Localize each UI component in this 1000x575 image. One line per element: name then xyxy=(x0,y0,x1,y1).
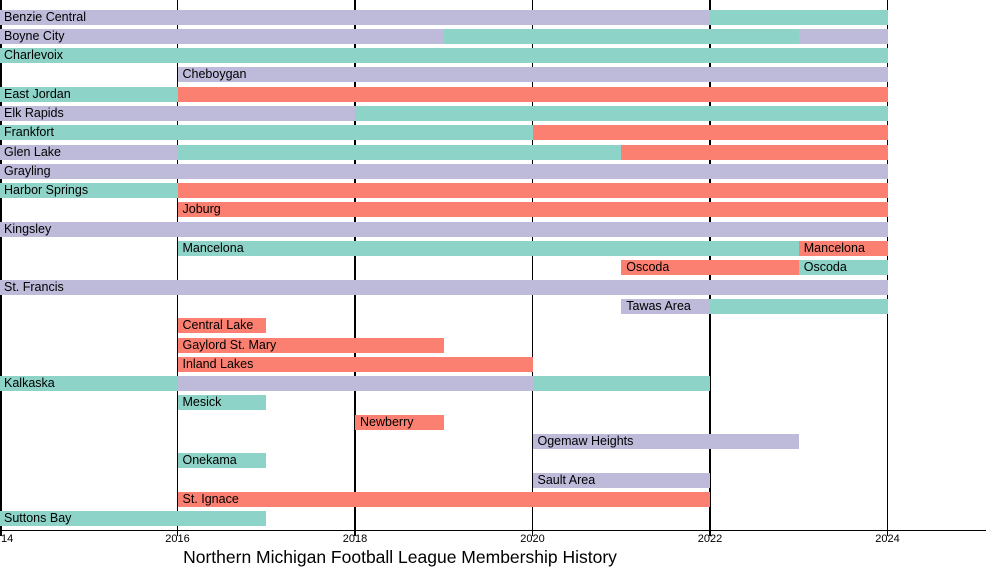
bar-segment-east-jordan: East Jordan xyxy=(0,86,178,102)
bar-segment-oscoda: Oscoda xyxy=(798,260,888,276)
bar-segment-central-lake: Central Lake xyxy=(177,318,267,334)
bar-segment-onekama: Onekama xyxy=(177,453,267,469)
bar-segment-cheboygan: Cheboygan xyxy=(177,67,888,83)
bar-segment-joburg: Joburg xyxy=(177,202,888,218)
bar-label: Inland Lakes xyxy=(182,356,254,371)
bar-label: Newberry xyxy=(360,414,414,429)
bar-label: Mancelona xyxy=(182,241,244,256)
bar-segment-tawas-area: Tawas Area xyxy=(621,298,710,314)
bar-label: Benzie Central xyxy=(4,9,86,24)
bar-label: Joburg xyxy=(182,202,221,217)
bar-segment-kalkaska xyxy=(177,376,533,392)
bar-label: Ogemaw Heights xyxy=(537,433,634,448)
bar-segment-gaylord-st-mary: Gaylord St. Mary xyxy=(177,337,444,353)
gridline-2024 xyxy=(886,0,889,536)
bar-segment-glen-lake xyxy=(177,144,622,160)
bar-segment-harbor-springs: Harbor Springs xyxy=(0,183,178,199)
bar-label: Kingsley xyxy=(4,221,52,236)
bar-label: Sault Area xyxy=(537,472,596,487)
bar-label: Central Lake xyxy=(182,318,254,333)
bar-segment-glen-lake: Glen Lake xyxy=(0,144,178,160)
bar-segment-harbor-springs xyxy=(177,183,888,199)
x-tick-label: 2020 xyxy=(520,533,545,545)
bar-segment-boyne-city xyxy=(798,28,888,44)
gridline-2020 xyxy=(531,0,534,536)
bar-segment-east-jordan xyxy=(177,86,888,102)
x-tick-label: 2024 xyxy=(875,533,900,545)
bar-segment-elk-rapids: Elk Rapids xyxy=(0,105,355,121)
bar-segment-benzie-central xyxy=(710,9,888,25)
bar-segment-mesick: Mesick xyxy=(177,395,267,411)
bar-label: Grayling xyxy=(4,163,51,178)
gridline-2018 xyxy=(354,0,356,536)
bar-segment-tawas-area xyxy=(710,298,888,314)
gridline-2016 xyxy=(176,0,179,536)
bar-segment-kalkaska: Kalkaska xyxy=(0,376,178,392)
bar-label: Mesick xyxy=(182,395,222,410)
bar-label: Elk Rapids xyxy=(4,105,64,120)
x-tick-label: 14 xyxy=(1,533,14,545)
bar-segment-sault-area: Sault Area xyxy=(532,472,710,488)
bar-label: Oscoda xyxy=(803,260,847,275)
x-tick-label: 2022 xyxy=(697,533,723,545)
bar-segment-boyne-city: Boyne City xyxy=(0,28,444,44)
bar-segment-ogemaw-heights: Ogemaw Heights xyxy=(532,433,799,449)
bar-segment-inland-lakes: Inland Lakes xyxy=(177,356,533,372)
bar-label: East Jordan xyxy=(4,86,71,101)
bar-segment-mancelona: Mancelona xyxy=(798,241,888,257)
bar-label: Suttons Bay xyxy=(4,511,72,526)
bar-label: Mancelona xyxy=(803,241,865,256)
bar-segment-benzie-central: Benzie Central xyxy=(0,9,710,25)
bar-label: Cheboygan xyxy=(182,67,247,82)
bar-segment-mancelona: Mancelona xyxy=(177,241,799,257)
bar-segment-frankfort: Frankfort xyxy=(0,125,533,141)
bar-label: Onekama xyxy=(182,453,237,468)
x-axis-line xyxy=(0,529,986,531)
bar-label: Glen Lake xyxy=(4,144,61,159)
bar-segment-suttons-bay: Suttons Bay xyxy=(0,511,267,527)
bar-label: Frankfort xyxy=(4,125,55,140)
gridline-2014 xyxy=(0,0,2,536)
bar-label: St. Ignace xyxy=(182,491,239,506)
bar-label: Boyne City xyxy=(4,28,65,43)
bar-label: Kalkaska xyxy=(4,376,55,391)
x-tick-label: 2018 xyxy=(342,533,368,545)
bar-label: Tawas Area xyxy=(626,298,691,313)
bar-label: Gaylord St. Mary xyxy=(182,337,277,352)
bar-label: Charlevoix xyxy=(4,48,64,63)
bar-label: Harbor Springs xyxy=(4,183,89,198)
bar-segment-frankfort xyxy=(532,125,888,141)
bar-segment-kingsley: Kingsley xyxy=(0,221,888,237)
bar-segment-oscoda: Oscoda xyxy=(621,260,799,276)
bar-label: St. Francis xyxy=(4,279,64,294)
bar-label: Oscoda xyxy=(626,260,670,275)
bar-segment-newberry: Newberry xyxy=(355,414,444,430)
bar-segment-boyne-city xyxy=(443,28,799,44)
x-tick-label: 2016 xyxy=(165,533,190,545)
bar-segment-grayling: Grayling xyxy=(0,163,888,179)
bar-segment-kalkaska xyxy=(532,376,710,392)
chart-title: Northern Michigan Football League Member… xyxy=(183,547,617,567)
bar-segment-glen-lake xyxy=(621,144,888,160)
bar-segment-charlevoix: Charlevoix xyxy=(0,48,888,64)
bar-segment-st-ignace: St. Ignace xyxy=(177,491,710,507)
bar-segment-elk-rapids xyxy=(355,105,888,121)
bar-segment-st-francis: St. Francis xyxy=(0,279,888,295)
